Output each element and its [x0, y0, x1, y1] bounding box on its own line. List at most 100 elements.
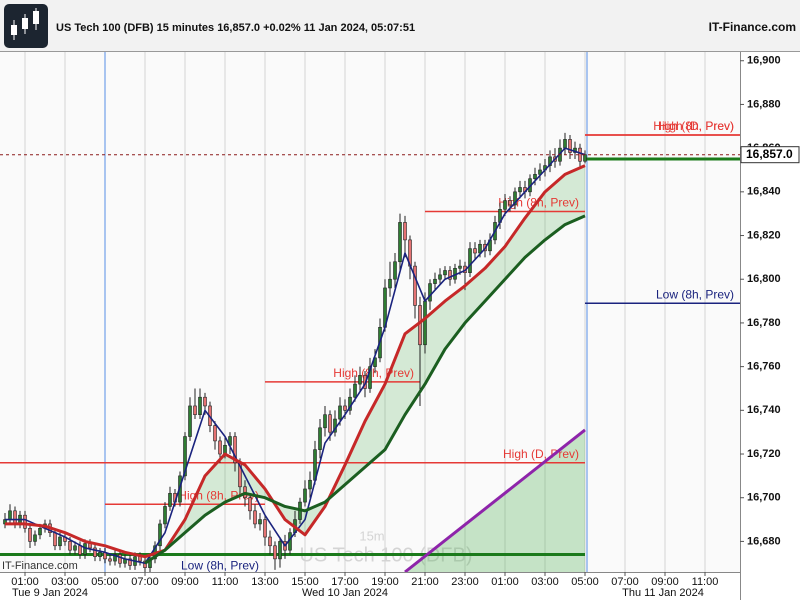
candle-body: [458, 265, 462, 269]
x-tick-label: 05:00: [571, 576, 599, 588]
candle-body: [428, 283, 432, 302]
x-tick-label: 01:00: [11, 576, 39, 588]
x-tick-label: 21:00: [411, 576, 439, 588]
candle-body: [253, 510, 257, 525]
brand: IT-Finance.com: [709, 20, 796, 34]
y-tick-label: 16,720: [747, 448, 781, 460]
candle-body: [468, 248, 472, 273]
candle-body: [58, 536, 62, 547]
level-label: High (8h, Prev): [333, 366, 414, 380]
y-tick-label: 16,680: [747, 535, 781, 547]
candle-body: [308, 479, 312, 490]
candle-body: [83, 543, 87, 555]
x-tick-label: 17:00: [331, 576, 359, 588]
header-bar: [0, 0, 800, 51]
x-tick-label: 09:00: [651, 576, 679, 588]
candle-body: [368, 366, 372, 389]
candle-body: [518, 187, 522, 193]
candle-body: [568, 139, 572, 153]
date-label: Wed 10 Jan 2024: [302, 587, 388, 599]
candle-body: [93, 547, 97, 558]
candle-body: [108, 558, 112, 562]
level-label: High (8h, Prev): [178, 488, 259, 502]
candle-body: [183, 436, 187, 477]
candle-body: [158, 523, 162, 547]
candle-body: [478, 243, 482, 254]
header-price: 16,857.0: [217, 22, 260, 34]
y-tick-label: 16,900: [747, 55, 781, 67]
candle-body: [198, 396, 202, 415]
x-tick-label: 15:00: [291, 576, 319, 588]
candle-body: [318, 427, 322, 450]
candle-body: [23, 514, 27, 529]
candle-body: [443, 270, 447, 276]
x-tick-label: 05:00: [91, 576, 119, 588]
candle-body: [53, 532, 57, 547]
candle-body: [393, 261, 397, 280]
candle-body: [438, 274, 442, 280]
candle-body: [503, 200, 507, 210]
date-label: Thu 11 Jan 2024: [622, 587, 704, 599]
level-label: Low (8h, Prev): [656, 287, 734, 301]
candle-body: [263, 519, 267, 538]
price-label: 16,857.0: [746, 147, 793, 161]
candle-body: [328, 414, 332, 433]
candle-body: [433, 278, 437, 284]
candle-body: [168, 493, 172, 507]
candle-body: [13, 510, 17, 525]
candle-body: [278, 541, 282, 560]
candle-body: [303, 488, 307, 503]
watermark-period: 15m: [359, 528, 384, 543]
price-box: [740, 146, 800, 164]
candle-body: [203, 396, 207, 407]
candle-body: [113, 554, 117, 562]
level-label: High (D, Prev): [503, 447, 579, 461]
candle-body: [418, 305, 422, 346]
candle-body: [8, 510, 12, 520]
date-label: Tue 9 Jan 2024: [12, 587, 88, 599]
candle-body: [143, 560, 147, 568]
ma-line: [144, 214, 586, 565]
candle-body: [533, 174, 537, 180]
x-tick-label: 11:00: [692, 576, 719, 588]
x-tick-label: 07:00: [131, 576, 159, 588]
candle-body: [98, 552, 102, 558]
y-tick-label: 16,700: [747, 492, 781, 504]
candle-body: [398, 222, 402, 263]
candle-body: [128, 558, 132, 566]
x-tick-label: 19:00: [371, 576, 399, 588]
candle-body: [423, 300, 427, 346]
candle-body: [323, 414, 327, 429]
ma-line: [404, 428, 586, 572]
candle-body: [413, 265, 417, 306]
candle-body: [33, 534, 37, 542]
x-tick-label: 07:00: [611, 576, 639, 588]
candle-body: [193, 405, 197, 415]
x-tick-label: 03:00: [531, 576, 559, 588]
candle-body: [248, 497, 252, 512]
y-tick-label: 16,800: [747, 273, 781, 285]
candle-body: [78, 545, 82, 555]
candle-body: [213, 425, 217, 442]
x-tick-label: 23:00: [451, 576, 479, 588]
candle-body: [188, 405, 192, 437]
ma-line: [5, 164, 586, 559]
level-label: High (D, Prev): [658, 119, 734, 133]
candle-body: [353, 383, 357, 398]
candle-body: [403, 222, 407, 241]
level-label: High (8h, Prev): [653, 119, 734, 133]
candle-body: [583, 154, 587, 162]
candle-body: [358, 375, 362, 385]
header-period: 15 minutes: [157, 22, 214, 34]
candle-body: [38, 528, 42, 536]
candle-body: [218, 440, 222, 455]
candle-body: [563, 139, 567, 149]
level-label: Low (8h, Prev): [181, 558, 259, 572]
candle-body: [473, 248, 477, 254]
watermark-brand: IT-Finance.com: [2, 560, 78, 572]
header-info: US Tech 100 (DFB) 15 minutes 16,857.0 +0…: [56, 22, 415, 34]
x-tick-label: 13:00: [251, 576, 279, 588]
ma-line: [5, 147, 586, 565]
